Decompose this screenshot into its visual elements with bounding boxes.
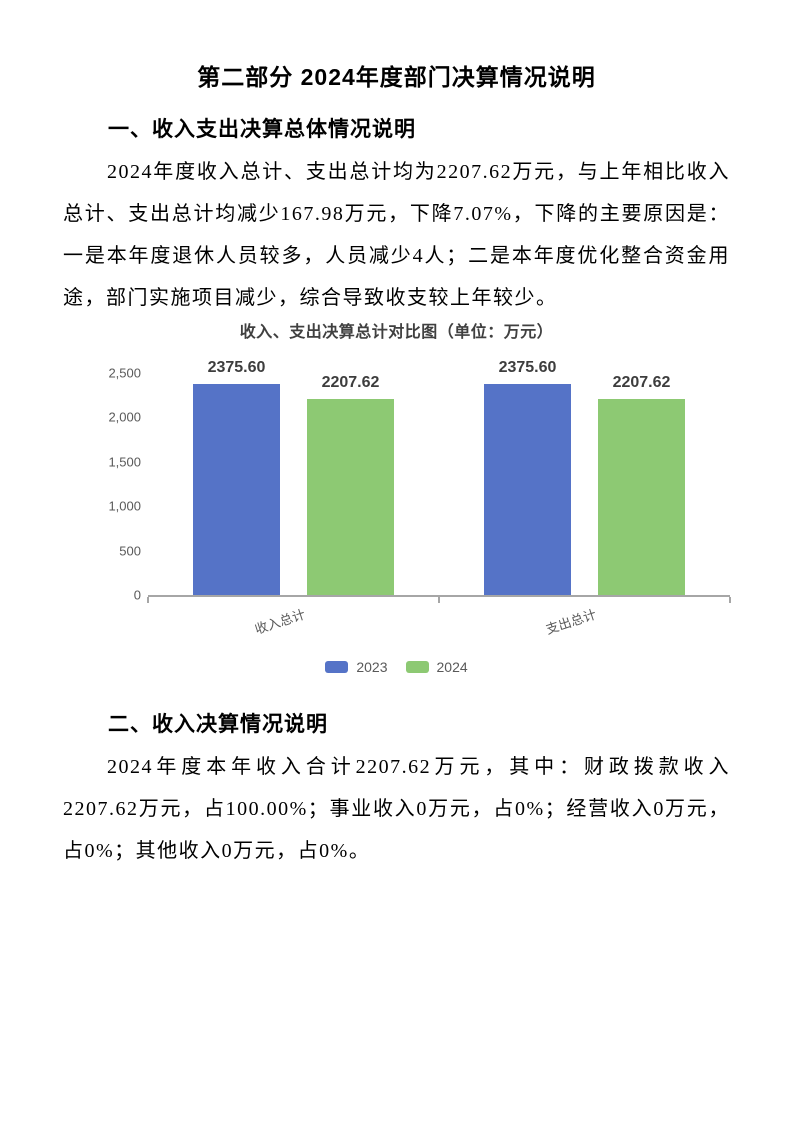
bar-2024: 2207.62 (307, 374, 394, 595)
chart-x-labels: 收入总计 支出总计 (148, 597, 730, 643)
chart-legend: 2023 2024 (63, 659, 730, 675)
bar-group: 2375.60 2207.62 (439, 359, 730, 595)
bar-group: 2375.60 2207.62 (148, 359, 439, 595)
legend-item: 2024 (405, 659, 468, 675)
x-axis-tick (147, 597, 149, 603)
x-axis-tick (438, 597, 440, 603)
legend-item: 2023 (325, 659, 388, 675)
chart-title: 收入、支出决算总计对比图（单位：万元） (239, 324, 554, 341)
category-label: 收入总计 (253, 606, 308, 637)
section2-paragraph: 2024年度本年收入合计2207.62万元，其中：财政拨款收入2207.62万元… (63, 756, 730, 862)
legend-swatch (405, 661, 429, 673)
y-axis-tick-label: 500 (119, 543, 141, 559)
bar-value-label: 2375.60 (207, 359, 266, 377)
y-axis-tick-label: 1,000 (108, 498, 141, 514)
x-axis-tick (729, 597, 731, 603)
category-label: 支出总计 (544, 606, 599, 637)
bar-2023: 2375.60 (193, 359, 280, 595)
chart-plot-wrap: 2375.60 2207.62 2375.60 2207.62 收入总计 支出总计 (147, 359, 731, 643)
chart-plot: 2375.60 2207.62 2375.60 2207.62 (147, 359, 731, 603)
legend-label: 2024 (436, 659, 468, 675)
bar-value-label: 2207.62 (612, 373, 671, 391)
section2-heading: 二、收入决算情况说明 (108, 713, 328, 736)
chart-y-axis: 2,500 2,000 1,500 1,000 500 0 (63, 366, 148, 603)
bar-2023: 2375.60 (484, 359, 571, 595)
legend-label: 2023 (356, 659, 388, 675)
legend-swatch (325, 661, 349, 673)
bar-2024: 2207.62 (598, 374, 685, 595)
category-label-cell: 支出总计 (439, 597, 730, 643)
bar-value-label: 2375.60 (498, 359, 557, 377)
y-axis-tick-label: 0 (133, 587, 141, 603)
y-axis-tick-label: 2,500 (108, 365, 141, 381)
bar-chart: 收入、支出决算总计对比图（单位：万元） 2,500 2,000 1,500 1,000… (63, 323, 731, 675)
category-label-cell: 收入总计 (148, 597, 439, 643)
section1-paragraph: 2024年度收入总计、支出总计均为2207.62万元，与上年相比收入总计、支出总… (63, 161, 730, 309)
y-axis-tick-label: 1,500 (108, 454, 141, 470)
chart-plot-area: 2,500 2,000 1,500 1,000 500 0 2375.60 2207.62 2… (63, 359, 731, 643)
y-axis-tick-label: 2,000 (108, 409, 141, 425)
page-title: 第二部分 2024年度部门决算情况说明 (197, 64, 596, 90)
bar-value-label: 2207.62 (321, 373, 380, 391)
section1-heading: 一、收入支出决算总体情况说明 (108, 118, 416, 141)
